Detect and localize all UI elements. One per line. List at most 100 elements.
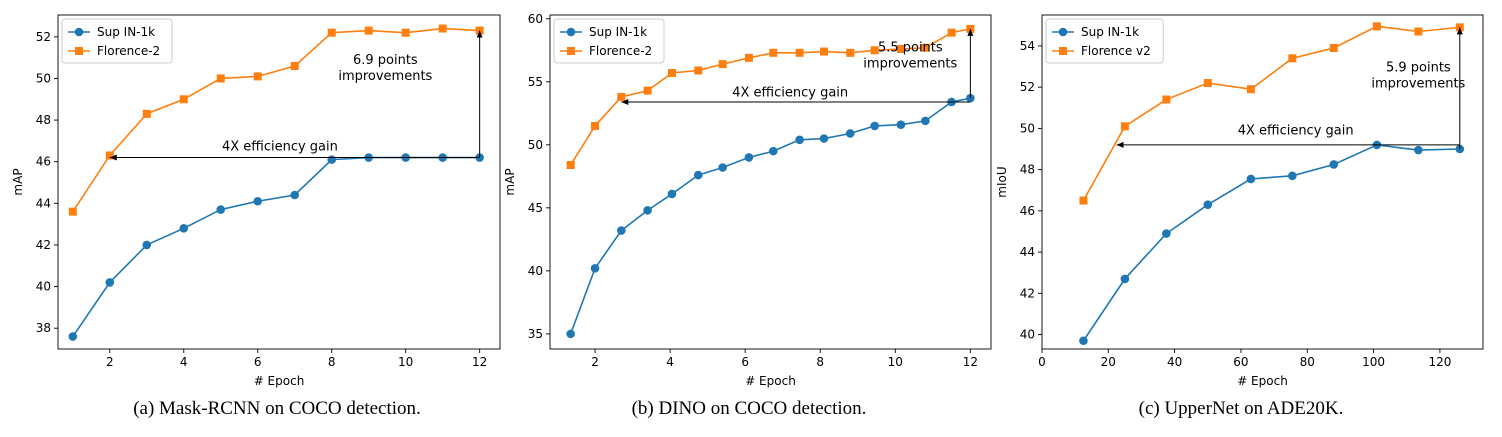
x-tick-label: 8 [328,355,336,369]
series-point-1 [1246,85,1255,94]
annotation-text-0: 4X efficiency gain [222,139,338,154]
annotation-text-1: 6.9 points improvements [338,53,432,84]
series-point-0 [253,196,263,206]
y-tick-label: 44 [1020,245,1035,259]
series-point-0 [744,153,754,162]
annotation-line: 5.9 points [1386,61,1451,76]
y-tick-label: 42 [36,238,51,252]
series-point-0 [1414,145,1423,155]
series-point-1 [870,46,879,55]
y-tick-label: 48 [36,113,51,127]
x-tick-label: 120 [1428,355,1451,369]
series-point-0 [667,189,677,199]
series-line-0 [1082,144,1460,342]
x-tick-label: 12 [963,355,978,369]
legend-label-0: Sup IN-1k [97,25,155,39]
series-point-1 [216,74,225,83]
series-line-0 [569,97,971,335]
annotation-text-0: 4X efficiency gain [732,85,848,100]
series-point-0 [693,170,703,180]
x-tick-label: 2 [106,355,114,369]
x-tick-label: 6 [741,355,749,369]
series-point-0 [216,205,226,214]
legend-box [553,18,665,64]
series-point-1 [1414,27,1423,36]
annotation-text-1: 5.5 points improvements [863,41,957,72]
series-point-1 [744,53,753,62]
series-point-0 [566,329,575,339]
series-point-1 [1162,95,1171,104]
caption-c: (c) UpperNet on ADE20K. [1138,398,1344,419]
legend-marker-1 [1059,47,1067,55]
annotation-line: 4X efficiency gain [1238,124,1354,139]
y-tick-label: 46 [1020,204,1035,218]
series-line-0 [72,156,480,337]
x-axis-label: # Epoch [254,374,305,388]
series-point-0 [769,146,778,156]
x-tick-label: 20 [1101,355,1116,369]
series-point-1 [364,26,373,35]
series-point-0 [617,226,626,235]
caption-b: (b) DINO on COCO detection. [631,398,867,419]
plot-frame [57,14,501,350]
series-point-0 [590,264,600,273]
series-point-0 [896,120,906,129]
y-tick-label: 50 [528,138,543,152]
series-point-1 [1120,122,1129,131]
y-axis-label: mIoU [995,166,1009,197]
series-point-0 [142,240,152,250]
x-tick-label: 100 [1362,355,1385,369]
series-point-0 [819,134,829,143]
plot-frame [1041,14,1484,350]
legend-label-0: Sup IN-1k [589,25,647,39]
series-point-0 [1288,171,1297,181]
series-point-0 [795,135,804,145]
y-tick-label: 50 [1020,121,1035,135]
series-point-0 [870,121,879,131]
y-tick-label: 40 [36,280,51,294]
y-tick-label: 42 [1020,286,1035,300]
series-point-1 [438,24,447,33]
series-point-1 [896,45,905,54]
annotation-text-0: 4X efficiency gain [1238,124,1354,139]
annotation-line: 5.5 points [878,41,943,56]
series-point-1 [401,28,410,37]
series-point-0 [1079,336,1088,346]
legend-marker-0 [1058,27,1068,37]
y-tick-label: 52 [36,30,51,44]
series-point-0 [845,129,855,138]
series-point-1 [1288,54,1297,63]
series-point-0 [105,278,115,287]
series-point-1 [819,47,828,56]
series-point-1 [1203,79,1212,88]
series-point-0 [1246,174,1256,184]
series-point-1 [253,72,262,81]
series-point-1 [667,68,676,77]
x-tick-label: 40 [1167,355,1182,369]
y-tick-label: 52 [1020,80,1035,94]
series-point-1 [142,109,151,118]
annotation-line: 4X efficiency gain [732,85,848,100]
annotation-line: improvements [1371,77,1465,92]
series-point-1 [327,28,336,37]
series-point-1 [795,48,804,57]
y-tick-label: 40 [1020,328,1035,342]
chart-2: 0 20 40 60 80 100 120 40 42 44 46 48 50 52 54 # Epoch mI… [995,14,1484,388]
series-point-1 [68,207,77,216]
y-axis-label: mAP [11,168,25,195]
series-point-1 [921,43,930,52]
x-axis-label: # Epoch [745,374,796,388]
y-axis-label: mAP [503,168,517,195]
x-tick-label: 60 [1233,355,1248,369]
series-point-1 [643,86,652,95]
annotation-line: improvements [863,57,957,72]
y-tick-label: 48 [1020,163,1035,177]
series-point-1 [475,26,484,35]
legend-marker-1 [567,47,575,55]
legend-label-0: Sup IN-1k [1081,25,1139,39]
chart-1: 2 4 6 8 10 12 35 40 45 50 55 60 # Epoch mAP 4X efficie… [503,12,992,388]
legend-marker-0 [74,27,84,37]
